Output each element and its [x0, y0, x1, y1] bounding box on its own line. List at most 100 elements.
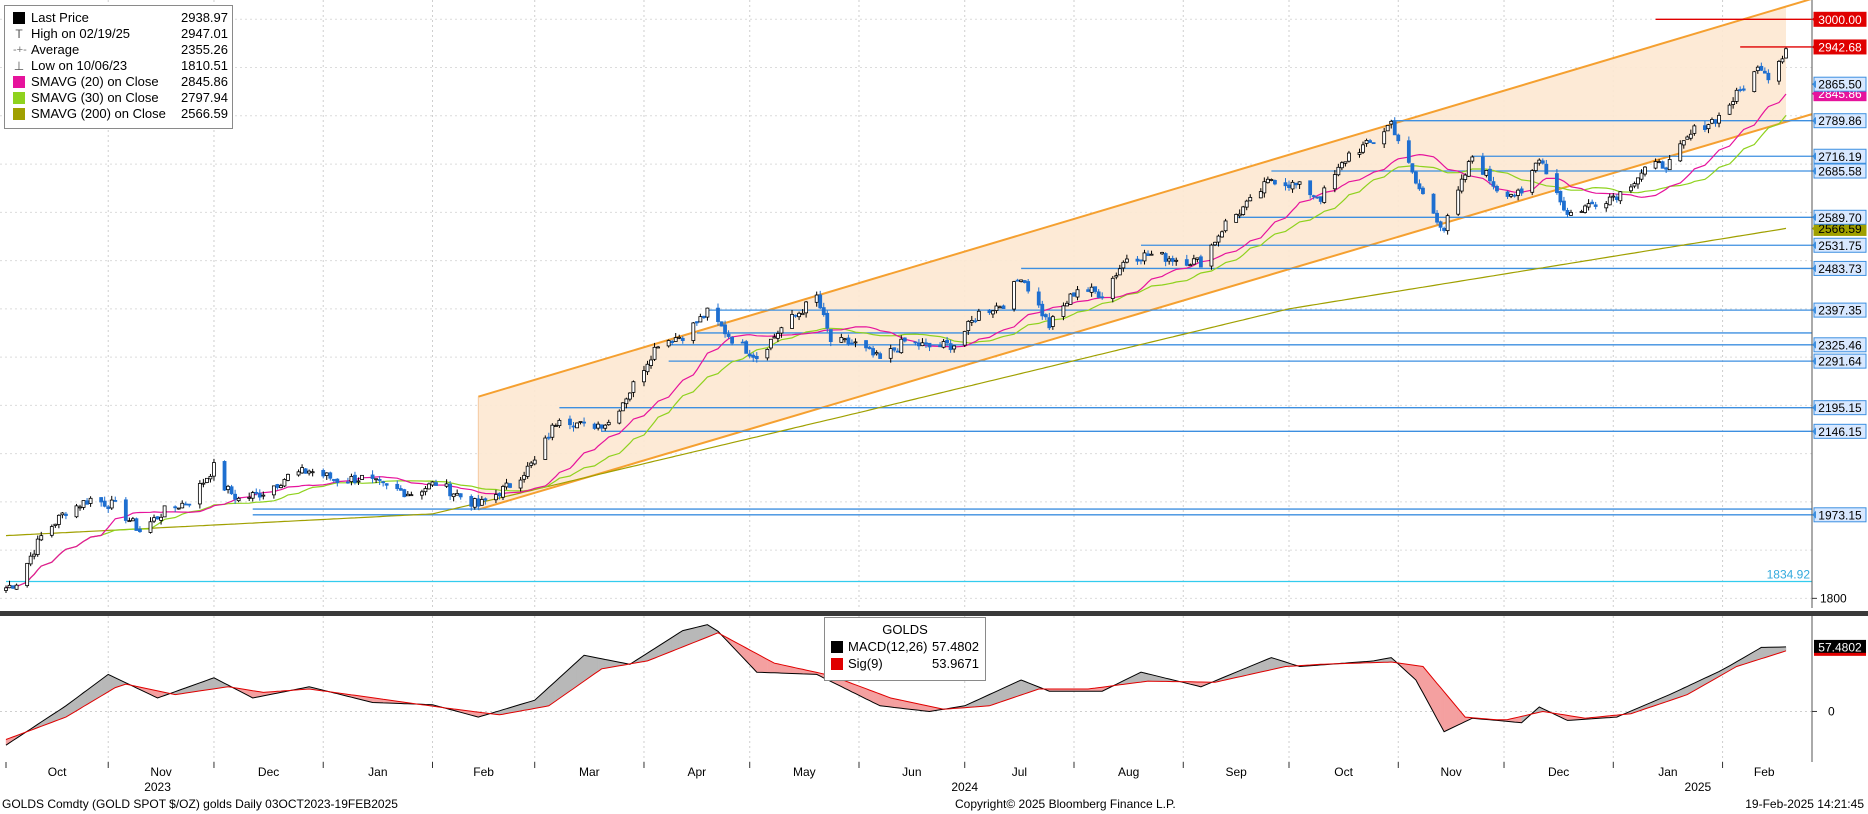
candle-body — [134, 518, 139, 531]
candle-body — [694, 321, 699, 324]
candle-body — [1685, 136, 1690, 140]
candle-body — [205, 477, 209, 483]
candle-body — [1389, 120, 1394, 125]
candle-body — [109, 499, 114, 509]
candle-body — [691, 322, 696, 341]
candle-body — [1294, 182, 1298, 186]
candle-body — [765, 348, 770, 359]
candle-body — [1558, 190, 1563, 203]
candle-body — [754, 355, 759, 360]
candle-body — [349, 476, 354, 483]
x-tick-label: Dec — [258, 765, 279, 779]
macd-value-tag-box — [1814, 639, 1866, 654]
legend-item-signal: Sig(9) 53.9671 — [831, 655, 979, 672]
candle-body — [1385, 125, 1390, 132]
candle-body — [1308, 180, 1313, 196]
y-tick-label: 0 — [1828, 704, 1835, 718]
macd-histogram-band — [1440, 687, 1445, 732]
candle-body — [924, 342, 928, 345]
candle-body — [818, 294, 823, 309]
candle-body — [730, 336, 734, 344]
legend-item-sma200: SMAVG (200) on Close 2566.59 — [13, 106, 228, 122]
candle-body — [846, 337, 851, 345]
candle-body — [1459, 178, 1464, 192]
candle-body — [1248, 197, 1253, 202]
candle-body — [14, 584, 19, 590]
candle-body — [64, 513, 68, 516]
macd-histogram-band — [605, 659, 609, 669]
candle-body — [702, 315, 706, 319]
candle-body — [952, 345, 957, 350]
price-level-tag-arrow — [1812, 213, 1816, 222]
legend-item-last-price: Last Price 2938.97 — [13, 10, 228, 26]
candle-body — [804, 301, 809, 314]
macd-histogram-band — [1443, 691, 1448, 732]
macd-histogram-band — [1144, 672, 1149, 682]
price-level-tag: 2397.35 — [1812, 302, 1867, 318]
candle-body — [1050, 316, 1055, 327]
candle-body — [1593, 204, 1598, 207]
candle-body — [550, 424, 555, 438]
legend-value: 2938.97 — [181, 10, 228, 25]
candle-body — [226, 485, 230, 491]
candle-body — [1265, 178, 1270, 184]
x-tick-label: Feb — [473, 765, 494, 779]
candle-body — [776, 333, 780, 339]
candle-body — [1484, 170, 1489, 176]
candle-body — [1089, 286, 1094, 293]
candle-body — [1678, 143, 1683, 162]
price-level-tag: 3000.00 — [1812, 11, 1867, 27]
candle-body — [60, 512, 65, 516]
x-tick-label: Apr — [688, 765, 707, 779]
candle-body — [1505, 191, 1510, 197]
candle-body — [1466, 161, 1471, 177]
price-legend: Last Price 2938.97 T High on 02/19/25 2947.… — [4, 5, 233, 129]
candle-body — [1121, 261, 1126, 269]
candle-body — [1262, 181, 1267, 194]
candle-body — [1290, 181, 1295, 190]
candle-body — [49, 526, 54, 536]
candle-body — [504, 482, 509, 488]
candle-body — [497, 492, 502, 497]
candle-body — [1519, 188, 1524, 194]
candle-body — [159, 516, 163, 521]
candle-body — [99, 497, 104, 503]
candle-body — [1068, 293, 1073, 305]
candle-body — [878, 353, 883, 359]
candle-body — [1096, 291, 1101, 298]
square-icon — [13, 92, 25, 104]
candle-body — [522, 474, 527, 480]
candle-body — [85, 500, 89, 505]
candle-body — [1209, 244, 1214, 267]
price-level-tag-text: 2483.73 — [1818, 262, 1862, 276]
candle-body — [25, 562, 30, 587]
signal-line — [5, 632, 1787, 740]
price-level-tag-arrow — [1812, 15, 1816, 24]
candle-body — [1639, 172, 1644, 180]
candle-body — [1396, 134, 1401, 142]
candle-body — [740, 341, 745, 344]
macd-histogram-band — [108, 674, 112, 693]
candle-body — [1664, 167, 1669, 170]
square-icon — [831, 640, 843, 653]
price-level-tag: 2146.15 — [1812, 423, 1867, 439]
candle-body — [275, 484, 280, 488]
legend-value: 53.9671 — [932, 656, 979, 671]
candle-body — [705, 307, 710, 318]
candle-body — [825, 312, 830, 329]
macd-histogram-band — [1017, 679, 1022, 697]
candle-body — [1072, 292, 1076, 297]
price-level-tag-arrow — [1812, 42, 1816, 51]
candle-body — [1410, 163, 1415, 173]
candle-body — [229, 486, 234, 495]
candle-body — [867, 346, 872, 350]
candle-body — [1657, 161, 1662, 164]
candle-body — [296, 471, 301, 476]
price-level-tag-arrow — [1812, 80, 1816, 89]
macd-line — [5, 624, 1787, 746]
candle-body — [1414, 171, 1418, 184]
candle-body — [356, 480, 361, 483]
macd-histogram-band — [1267, 657, 1272, 671]
candle-body — [148, 521, 153, 533]
